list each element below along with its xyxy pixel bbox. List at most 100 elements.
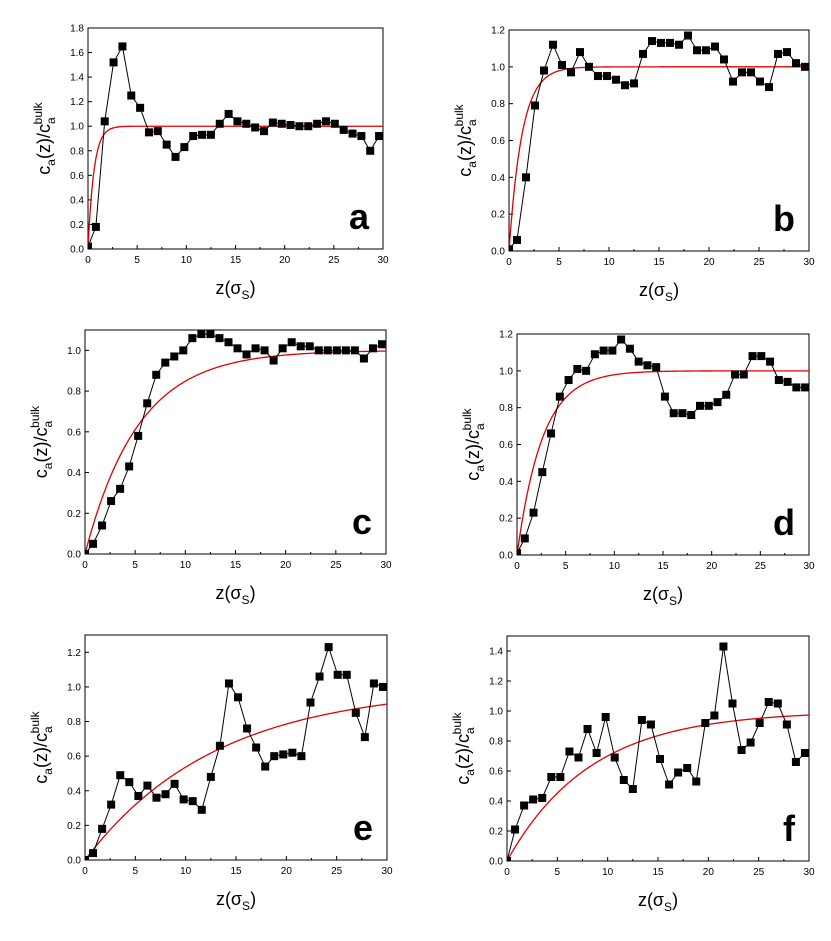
data-point-f [601,713,610,721]
data-point-f [764,698,773,706]
x-tick-label-c: 15 [230,560,242,571]
x-tick-label-b: 5 [556,257,562,268]
data-point-b [711,42,719,51]
y-tick-label-b: 0.2 [491,210,505,221]
data-point-e [324,643,333,652]
data-point-a [100,117,109,126]
y-tick-label-b: 0.0 [491,247,505,258]
data-point-b [792,59,800,68]
data-point-b [621,81,629,90]
data-point-e [206,772,215,781]
plot-frame-a [87,27,384,250]
y-tick-label-a: 1.0 [70,122,84,133]
y-tick-label-b: 0.8 [491,99,505,110]
data-point-a [153,127,162,136]
panel-d: 0 5 10 15 20 25 30 0.0 0.2 0.4 0.6 0.8 1.0 1.2 z(σS) ca… [460,330,815,609]
data-point-b [549,40,557,49]
data-point-e [85,856,89,860]
data-point-a [304,122,313,131]
y-tick-label-a: 0.4 [70,195,84,206]
x-tick-label-a: 15 [230,255,242,266]
fit-curve-f [507,714,809,861]
data-point-f [656,755,665,763]
data-line-c [85,333,383,554]
x-tick-label-e: 5 [133,866,139,877]
y-tick-label-a: 0.8 [70,146,84,157]
data-point-c [134,431,143,440]
data-point-b [612,75,620,84]
y-tick-label-c: 0.6 [67,427,81,438]
y-tick-label-c: 0.8 [67,387,81,398]
data-point-e [279,750,288,759]
data-point-b [783,48,791,57]
data-point-a [206,130,215,139]
data-point-a [268,118,277,127]
data-point-c [89,539,98,548]
data-point-b [567,68,575,77]
data-point-e [116,771,125,780]
data-point-d [608,346,617,355]
y-tick-label-b: 0.6 [491,136,505,147]
data-point-c [85,550,89,554]
data-point-b [756,77,764,86]
data-point-d [564,376,573,385]
data-point-e [188,797,197,806]
data-point-b [522,173,530,182]
data-point-c [98,521,107,530]
x-tick-label-f: 0 [504,867,510,878]
data-point-f [507,857,511,861]
data-point-e [134,791,143,800]
x-tick-label-e: 20 [281,866,293,877]
data-point-b [540,66,548,75]
data-point-c [359,354,368,363]
y-tick-label-e: 1.0 [67,682,81,693]
data-point-f [755,719,764,727]
data-point-f [547,773,556,781]
panel-label-f: f [783,808,796,849]
data-point-c [296,342,305,351]
y-tick-label-a: 1.4 [70,73,84,84]
data-point-f [583,725,592,733]
y-tick-label-f: 0.6 [489,767,503,778]
y-tick-label-d: 0.0 [499,551,513,562]
y-tick-label-f: 1.4 [489,647,503,658]
data-point-f [646,720,655,729]
data-point-e [261,762,270,771]
data-point-f [791,758,800,766]
data-point-f [773,699,782,708]
data-point-b [657,38,665,47]
panel-f: 0 5 10 15 20 25 30 0.0 0.2 0.4 0.6 0.8 1.0 1.2 1.4 z(σS… [450,635,815,914]
y-tick-label-e: 0.6 [67,752,81,763]
data-point-a [118,42,127,51]
x-tick-label-b: 15 [653,257,665,268]
data-point-b [639,49,647,58]
data-point-c [188,334,197,343]
data-point-a [171,152,180,161]
data-point-c [125,462,134,471]
data-point-e [161,790,170,799]
panel-label-b: b [773,198,795,239]
x-tick-label-c: 25 [330,560,342,571]
data-point-c [206,330,215,339]
data-point-e [224,679,233,688]
data-point-b [720,55,728,64]
data-point-c [233,344,242,353]
x-tick-label-d: 15 [657,561,669,572]
data-point-c [242,350,251,359]
fit-curve-d [517,370,809,555]
data-point-e [270,752,279,761]
data-point-d [687,411,696,420]
y-axis-title-f: ca(z)/cabulk [450,711,477,784]
x-tick-label-f: 15 [652,867,664,878]
data-point-f [574,753,583,762]
data-point-f [538,794,547,802]
data-point-d [783,377,792,386]
fit-curve-e [85,703,387,860]
x-tick-label-f: 10 [602,867,614,878]
data-point-a [162,140,171,149]
data-point-d [695,401,704,410]
data-point-f [800,749,809,757]
data-point-d [582,366,591,375]
data-point-a [233,117,242,126]
data-point-a [286,120,295,129]
